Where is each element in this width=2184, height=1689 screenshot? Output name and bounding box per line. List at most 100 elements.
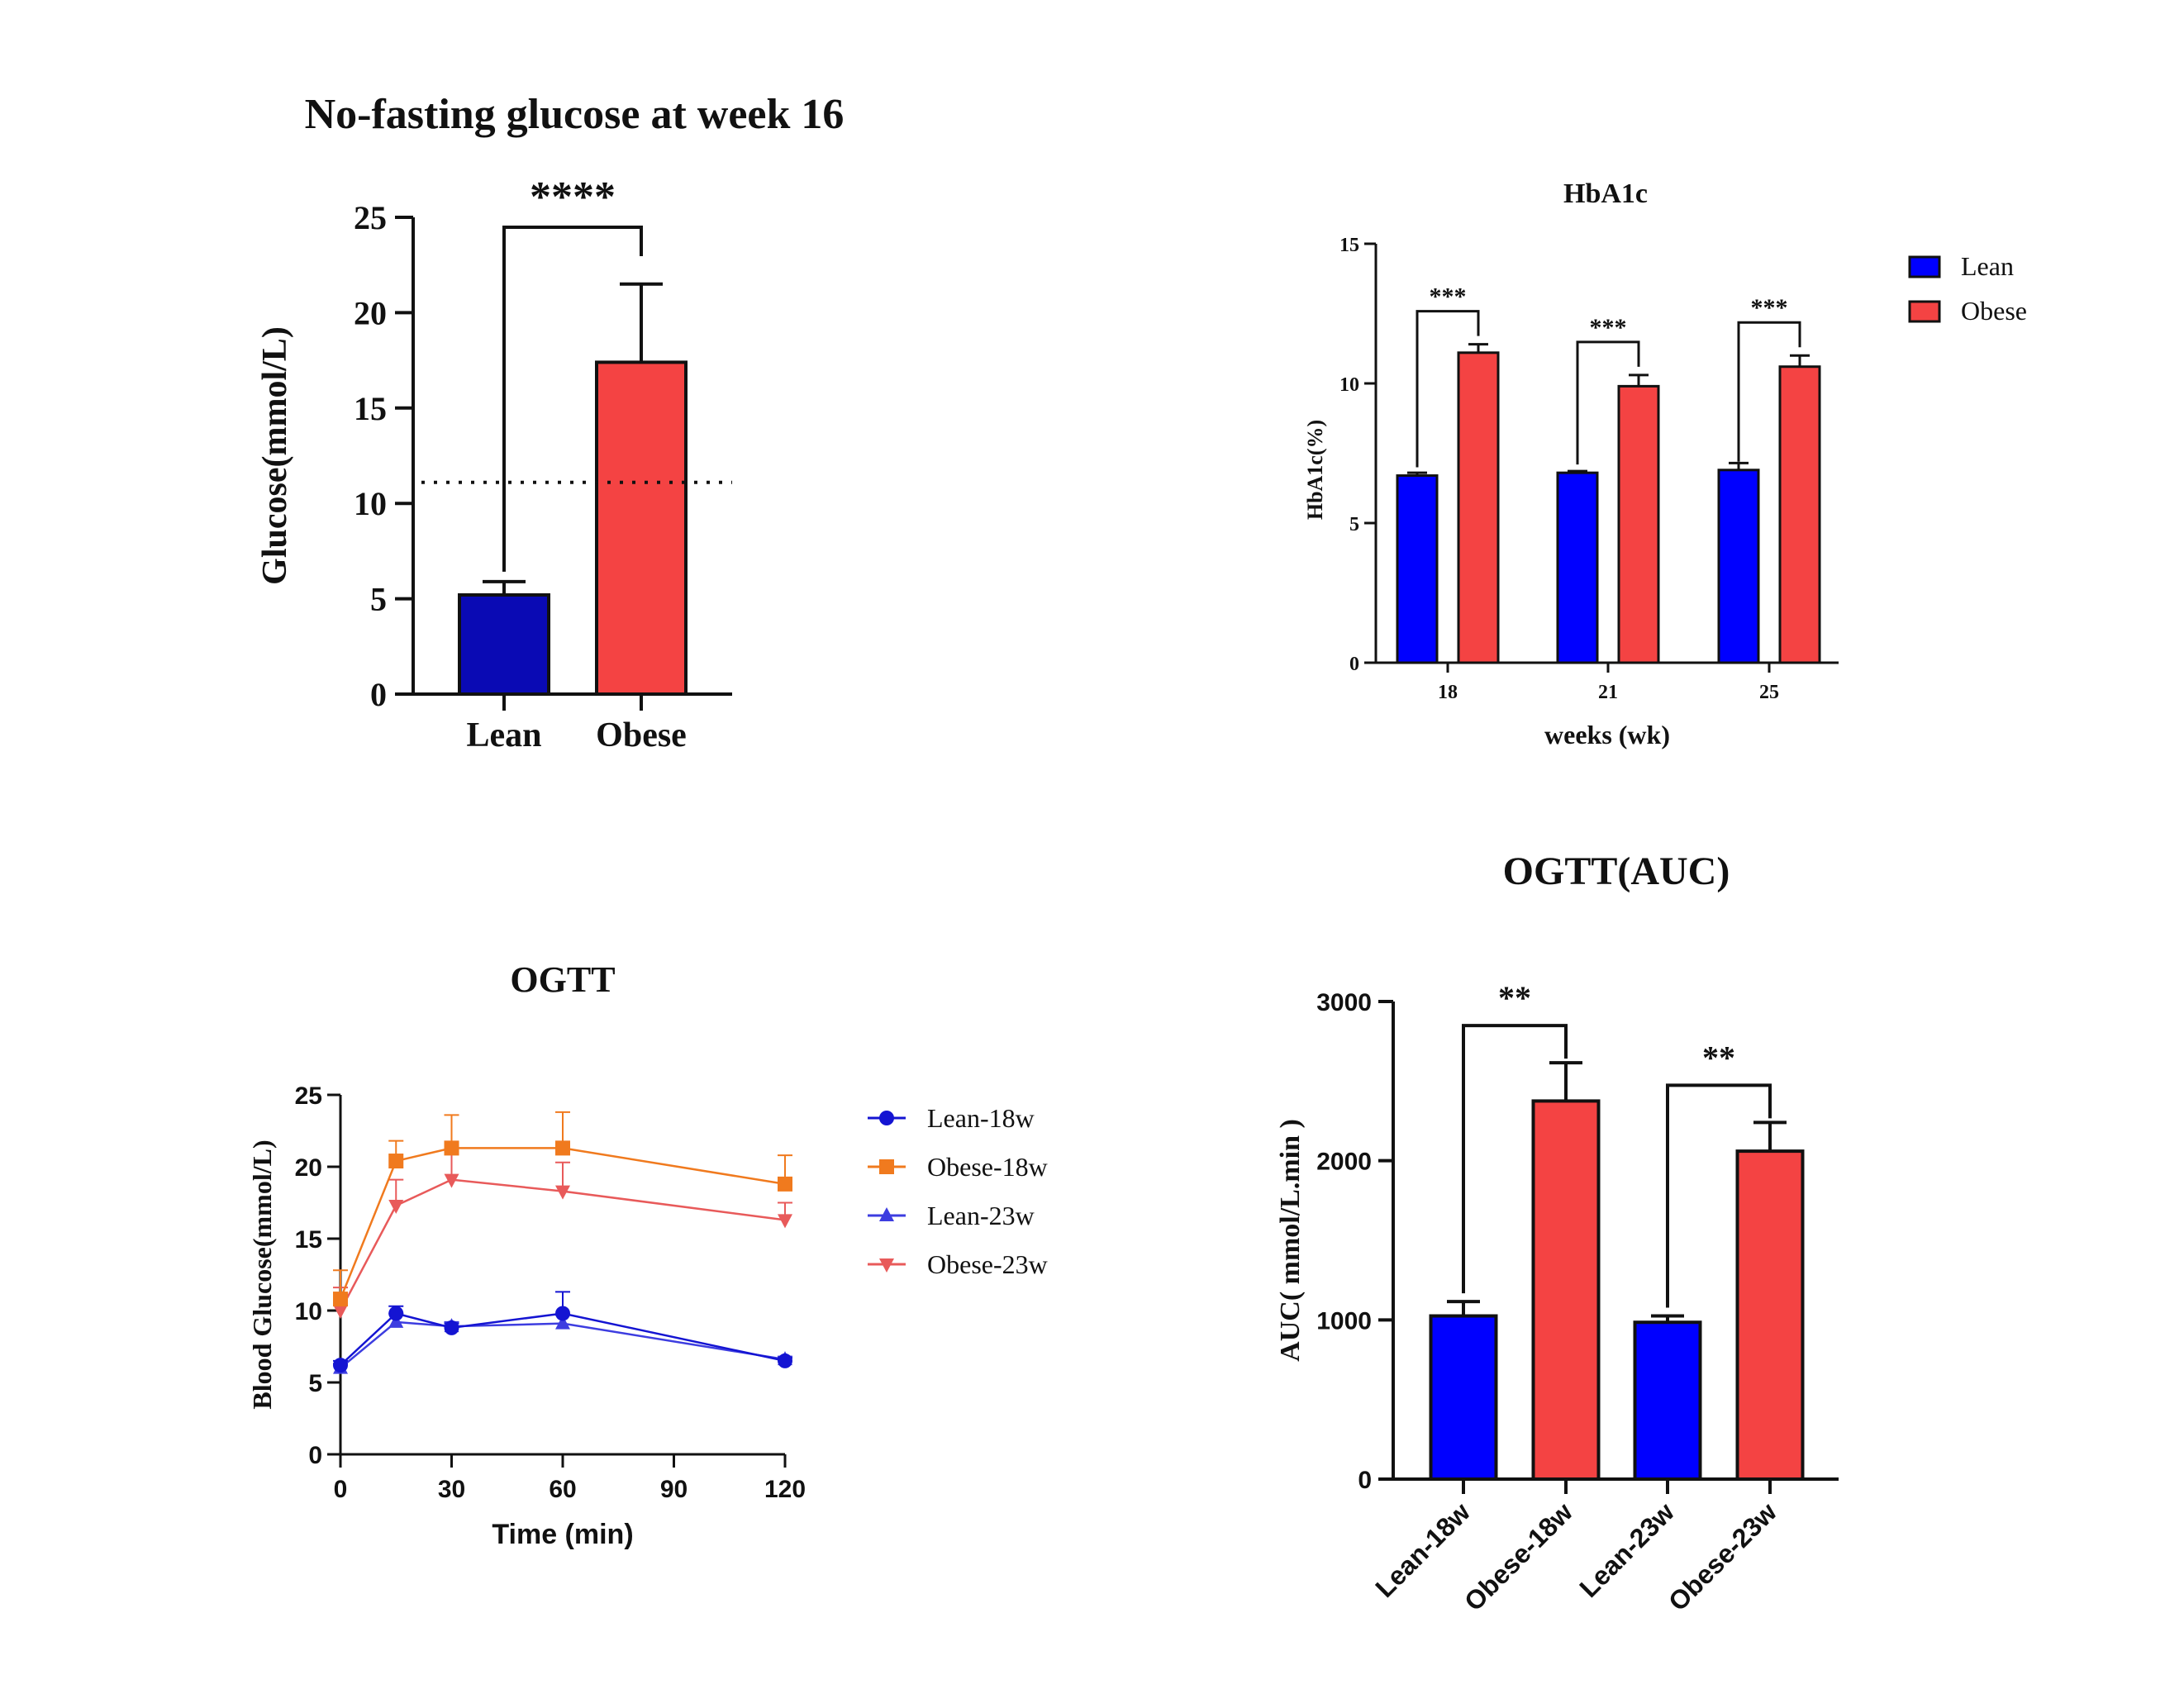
bar-obese-week-25 [1778, 365, 1821, 664]
legend-swatch-lean [1908, 255, 1941, 278]
significance-label: *** [1751, 294, 1788, 321]
y-tick-label: 5 [308, 1370, 322, 1397]
y-tick-label: 20 [354, 294, 387, 331]
y-tick-label: 0 [370, 676, 387, 713]
hba1c-panel: HbA1c HbA1c(%) weeks (wk) 0 5 10 15 18 *** 21 *** 2… [1303, 178, 2027, 749]
bar-lean-week-18 [1396, 474, 1439, 664]
y-tick-label: 0 [1349, 654, 1359, 675]
y-tick-label: 10 [1339, 374, 1359, 396]
bar-lean-18w [1429, 1314, 1498, 1482]
y-axis-label: AUC( mmol/L.min ) [1275, 1119, 1306, 1362]
bar-obese-18w [1531, 1099, 1601, 1481]
y-tick-label: 10 [354, 485, 387, 522]
y-tick-label: 5 [1349, 514, 1359, 535]
significance-bracket [1576, 340, 1640, 465]
y-axis-label: Blood Glucose(mmol/L) [247, 1139, 277, 1409]
y-tick-label: 15 [1339, 235, 1359, 256]
legend-label-obese-18w: Obese-18w [927, 1152, 1048, 1182]
significance-label: **** [530, 174, 616, 221]
series-obese-23w [333, 1151, 792, 1319]
data-point [444, 1140, 459, 1156]
data-point [333, 1358, 348, 1373]
data-point [555, 1185, 570, 1200]
chart-title: OGTT [510, 959, 615, 1000]
legend-label-obese: Obese [1961, 296, 2027, 326]
significance-bracket [1462, 1024, 1568, 1294]
y-axis-label: HbA1c(%) [1303, 420, 1327, 520]
bar-obese-23w [1735, 1149, 1805, 1482]
bar-obese-week-21 [1617, 384, 1660, 664]
chart-title: No-fasting glucose at week 16 [305, 91, 845, 138]
x-tick-label: 0 [334, 1476, 348, 1503]
data-point [388, 1154, 404, 1169]
legend-label-lean: Lean [1961, 251, 2014, 281]
x-tick-label: Lean-18w [1369, 1496, 1476, 1603]
data-point [555, 1140, 570, 1156]
data-point [388, 1199, 404, 1214]
bar-lean [458, 592, 550, 697]
legend-label-obese-23w: Obese-23w [927, 1249, 1048, 1279]
y-tick-label: 25 [295, 1082, 322, 1110]
legend-marker-obese-23w [879, 1258, 894, 1273]
significance-bracket [1666, 1083, 1772, 1308]
y-axis-label: Glucose(mmol/L) [256, 326, 294, 585]
y-tick-label: 20 [295, 1154, 322, 1182]
legend-label-lean-18w: Lean-18w [927, 1103, 1035, 1133]
series-lean-18w [333, 1291, 792, 1373]
y-tick-label: 3000 [1316, 989, 1372, 1016]
chart-title: HbA1c [1563, 178, 1648, 209]
x-tick-label: 25 [1759, 682, 1779, 703]
x-tick-label: 21 [1598, 682, 1618, 703]
y-tick-label: 10 [295, 1298, 322, 1325]
series-lean-23w [333, 1312, 792, 1374]
data-point [778, 1176, 792, 1192]
x-axis-label: Time (min) [492, 1519, 633, 1550]
legend-label-lean-23w: Lean-23w [927, 1201, 1035, 1230]
x-tick-label: Obese-23w [1663, 1496, 1782, 1616]
y-tick-label: 2000 [1316, 1149, 1372, 1176]
significance-bracket [1737, 321, 1801, 462]
x-tick-label: 120 [764, 1476, 806, 1503]
data-point [778, 1353, 792, 1368]
data-point [555, 1315, 570, 1330]
y-tick-label: 15 [354, 390, 387, 427]
legend-marker-lean-23w [879, 1207, 894, 1221]
y-tick-label: 0 [1358, 1467, 1372, 1494]
x-axis-label: weeks (wk) [1544, 720, 1670, 749]
data-point [444, 1173, 459, 1188]
legend-marker-obese-18w [879, 1159, 894, 1174]
data-point [333, 1305, 348, 1319]
data-point [388, 1306, 404, 1321]
legend-marker-lean-18w [879, 1111, 894, 1125]
data-point [444, 1320, 459, 1335]
y-tick-label: 5 [370, 581, 387, 618]
y-tick-label: 1000 [1316, 1307, 1372, 1335]
glucose-week16-panel: No-fasting glucose at week 16 Glucose(mmo… [256, 91, 844, 754]
bar-obese-week-18 [1457, 351, 1500, 664]
significance-label: ** [1498, 979, 1531, 1016]
significance-label: *** [1590, 314, 1627, 341]
x-tick-label: 18 [1438, 682, 1458, 703]
significance-label: *** [1430, 283, 1467, 311]
bar-lean-week-25 [1717, 469, 1760, 664]
x-tick-label: 30 [438, 1476, 465, 1503]
bar-obese [595, 360, 688, 696]
data-point [778, 1214, 792, 1229]
ogtt-panel: OGTT Blood Glucose(mmol/L) Time (min) 0 5 10 1… [247, 959, 1048, 1550]
y-tick-label: 15 [295, 1226, 322, 1254]
series-obese-18w [333, 1111, 792, 1307]
x-tick-label: 60 [549, 1476, 576, 1503]
x-tick-label: Obese [596, 716, 687, 754]
x-tick-label: 90 [660, 1476, 688, 1503]
significance-bracket [502, 226, 643, 572]
y-tick-label: 25 [354, 199, 387, 236]
x-tick-label: Lean-23w [1573, 1496, 1680, 1603]
data-point [333, 1292, 348, 1307]
x-tick-label: Lean [466, 716, 541, 754]
data-point [555, 1306, 570, 1321]
significance-label: ** [1702, 1039, 1735, 1076]
y-tick-label: 0 [308, 1442, 322, 1469]
chart-title: OGTT(AUC) [1503, 849, 1730, 893]
legend-swatch-obese [1908, 300, 1941, 323]
